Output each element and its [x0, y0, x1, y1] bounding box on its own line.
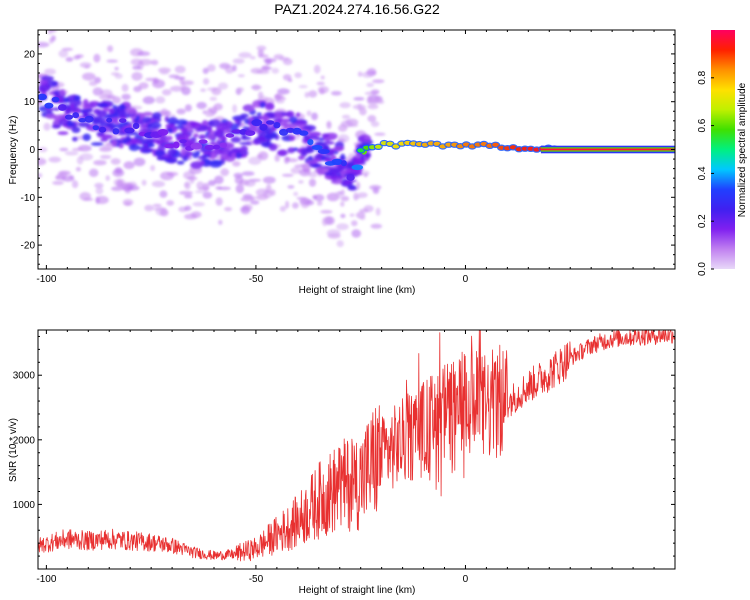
x-tick-label: 0: [463, 274, 469, 285]
y-tick-label: -10: [21, 193, 36, 204]
x-tick-label: -100: [36, 274, 56, 285]
chart-title: PAZ1.2024.274.16.56.G22: [274, 1, 440, 17]
y-tick-label: 1000: [13, 500, 36, 511]
spectrogram-band-core: [540, 148, 675, 151]
x-tick-label: -50: [249, 274, 264, 285]
snr-frame: [37, 329, 676, 570]
y-tick-label: -20: [21, 241, 36, 252]
spectrogram-energy: [38, 75, 374, 191]
colorbar-tick-label: 0.8: [697, 70, 708, 84]
y-tick-label: 0: [29, 145, 35, 156]
spectrogram-ridge: [38, 93, 675, 181]
x-tick-label: 0: [463, 574, 469, 585]
colorbar-ticks: 0.0 0.2 0.4 0.6 0.8: [697, 70, 714, 276]
y-tick-label: 2000: [13, 435, 36, 446]
y-tick-label: 3000: [13, 371, 36, 382]
spectrogram-x-label: Height of straight line (km): [299, 285, 416, 296]
colorbar: 0.0 0.2 0.4 0.6 0.8 Normalized spectral ampl…: [697, 30, 748, 276]
spectrogram-y-label: Frequency (Hz): [8, 116, 19, 185]
spectrogram-x-ticks: -100 -50 0: [36, 30, 676, 285]
colorbar-label: Normalized spectral amplitude: [737, 82, 748, 217]
colorbar-gradient: [711, 30, 735, 269]
y-tick-label: 10: [24, 97, 36, 108]
x-tick-label: -50: [249, 574, 264, 585]
snr-x-label: Height of straight line (km): [299, 585, 416, 596]
snr-y-label: SNR (10 * v/v): [8, 418, 19, 482]
colorbar-tick-label: 0.6: [697, 118, 708, 132]
spectrogram-y-ticks: -20 -10 0 10 20: [21, 34, 675, 265]
colorbar-tick-label: 0.2: [697, 214, 708, 228]
colorbar-tick-label: 0.0: [697, 262, 708, 276]
x-tick-label: -100: [36, 574, 56, 585]
y-tick-label: 20: [24, 49, 36, 60]
snr-y-ticks: 1000 2000 3000: [13, 335, 675, 557]
colorbar-tick-label: 0.4: [697, 166, 708, 180]
snr-panel: -100 -50 0 1000 2000 3000 Height of straight…: [8, 329, 676, 596]
snr-series-line: [37, 329, 676, 562]
spectrogram-heatmap: [38, 30, 675, 248]
snr-x-ticks: -100 -50 0: [36, 330, 676, 585]
